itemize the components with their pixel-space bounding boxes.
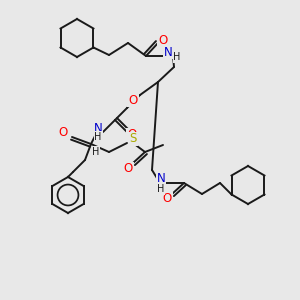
Text: H: H	[173, 52, 181, 62]
Text: N: N	[94, 122, 102, 134]
Text: N: N	[164, 46, 172, 59]
Text: H: H	[94, 132, 102, 142]
Text: H: H	[157, 184, 165, 194]
Text: O: O	[158, 34, 168, 46]
Text: O: O	[128, 94, 138, 106]
Text: O: O	[128, 128, 136, 142]
Text: H: H	[92, 147, 100, 157]
Text: O: O	[123, 163, 133, 176]
Text: O: O	[58, 125, 68, 139]
Text: N: N	[157, 172, 165, 185]
Text: S: S	[129, 133, 137, 146]
Text: O: O	[162, 191, 172, 205]
